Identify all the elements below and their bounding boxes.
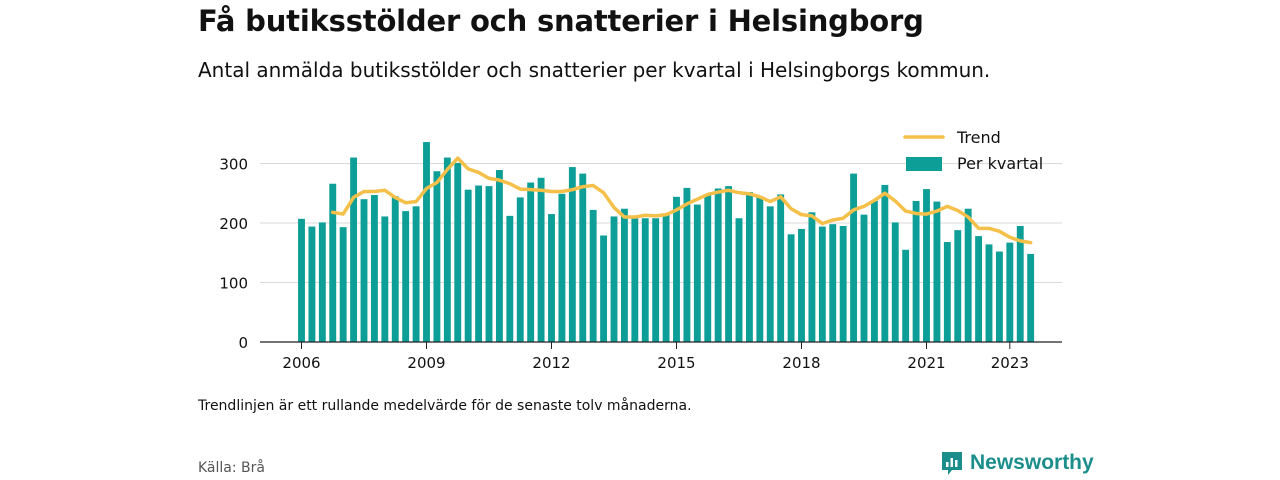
bar-2021Q2: [933, 201, 941, 342]
bar-2008Q4: [412, 206, 420, 342]
bar-2017Q1: [756, 197, 764, 342]
y-tick-label: 100: [219, 275, 248, 293]
bar-2017Q2: [766, 206, 774, 342]
bars-group: [298, 142, 1035, 342]
legend-trend-label: Trend: [956, 128, 1001, 147]
bar-2006Q4: [329, 183, 337, 342]
bar-2008Q2: [391, 196, 399, 342]
bar-2014Q1: [631, 218, 639, 342]
bar-2023Q1: [1006, 242, 1014, 342]
bar-2019Q1: [839, 225, 847, 342]
bar-2021Q1: [923, 189, 930, 342]
bar-2014Q3: [652, 218, 660, 342]
x-tick-label: 2018: [782, 354, 820, 372]
bar-2009Q1: [423, 142, 430, 342]
bar-2010Q2: [475, 185, 483, 342]
bar-2023Q2: [1016, 225, 1024, 342]
bar-2013Q1: [589, 209, 597, 342]
bar-2015Q2: [683, 187, 691, 342]
bar-2013Q3: [610, 216, 618, 342]
newsworthy-icon: [942, 452, 962, 475]
bar-2016Q4: [745, 192, 753, 342]
x-tick-label: 2015: [657, 354, 695, 372]
brand-name: Newsworthy: [970, 451, 1094, 474]
bar-2020Q2: [891, 222, 899, 342]
bar-2018Q4: [829, 224, 837, 342]
bar-2012Q3: [568, 167, 576, 342]
bar-2020Q1: [881, 184, 889, 342]
bar-2010Q1: [464, 189, 472, 342]
bar-2006Q3: [318, 222, 326, 342]
bar-2021Q4: [954, 230, 962, 342]
legend-bar-swatch: [906, 157, 942, 171]
bar-2022Q2: [975, 236, 983, 342]
footnote: Trendlinjen är ett rullande medelvärde f…: [198, 398, 692, 414]
legend-bar-label: Per kvartal: [957, 154, 1043, 173]
bar-2012Q2: [558, 193, 566, 342]
bar-2016Q3: [735, 218, 743, 342]
bar-2008Q1: [381, 216, 389, 342]
bar-2020Q4: [912, 200, 920, 342]
y-tick-label: 200: [219, 215, 248, 233]
bar-2012Q1: [548, 214, 555, 342]
bar-2009Q2: [433, 171, 441, 342]
y-tick-label: 0: [238, 334, 248, 352]
bar-2006Q2: [308, 226, 316, 342]
bar-2017Q4: [787, 234, 795, 342]
bar-2011Q1: [506, 215, 514, 342]
trend-line: [331, 156, 1033, 245]
x-tick-label: 2009: [407, 354, 445, 372]
bar-2022Q3: [985, 244, 993, 342]
brand-logo[interactable]: Newsworthy: [940, 450, 1094, 476]
bar-2016Q2: [725, 186, 733, 342]
bar-2009Q4: [454, 162, 462, 342]
bar-2021Q3: [943, 242, 951, 342]
bar-2017Q3: [777, 194, 785, 342]
legend: Trend Per kvartal: [903, 128, 1043, 173]
bar-2013Q4: [620, 208, 628, 342]
bar-undefined: [1027, 253, 1035, 342]
bar-2018Q2: [808, 212, 816, 342]
gridlines: [260, 163, 1062, 283]
bar-2015Q1: [673, 196, 680, 342]
y-tick-label: 300: [219, 156, 248, 174]
bar-2010Q4: [495, 170, 503, 342]
y-tick-labels: 0 100 200 300: [219, 156, 248, 353]
bar-2014Q2: [641, 218, 649, 342]
bar-2018Q3: [818, 226, 826, 342]
x-tick-label: 2012: [532, 354, 570, 372]
bar-2011Q4: [537, 177, 545, 342]
bar-2018Q1: [798, 228, 805, 342]
bar-2007Q4: [370, 195, 378, 342]
bar-2007Q3: [360, 199, 368, 342]
x-tick-label: 2023: [991, 354, 1029, 372]
bar-2014Q4: [662, 213, 670, 342]
bar-2009Q3: [443, 157, 451, 342]
chart-subtitle: Antal anmälda butiksstölder och snatteri…: [198, 58, 991, 82]
bar-2011Q3: [527, 182, 535, 342]
bar-2019Q2: [850, 173, 858, 342]
bar-2008Q3: [402, 211, 410, 342]
bar-2012Q4: [579, 173, 587, 342]
bar-2006Q1: [298, 218, 305, 342]
source-label: Källa: Brå: [198, 460, 265, 476]
bar-2019Q3: [860, 214, 868, 342]
bar-2016Q1: [714, 188, 722, 342]
x-tick-label: 2006: [282, 354, 320, 372]
chart-title: Få butiksstölder och snatterier i Helsin…: [198, 4, 924, 38]
x-tick-label: 2021: [907, 354, 945, 372]
bar-2010Q3: [485, 186, 493, 342]
bar-2013Q2: [600, 235, 608, 342]
bar-2011Q2: [516, 197, 524, 342]
x-tick-labels: 2006 2009 2012 2015 2018 2021 2023: [282, 342, 1029, 372]
bar-2022Q1: [964, 208, 972, 342]
bar-2019Q4: [870, 200, 878, 342]
bar-2007Q1: [339, 227, 347, 342]
bar-2015Q3: [693, 204, 701, 342]
bar-2007Q2: [350, 157, 358, 342]
bar-2015Q4: [704, 194, 712, 342]
bar-2020Q3: [902, 249, 910, 342]
bar-2022Q4: [995, 251, 1003, 342]
